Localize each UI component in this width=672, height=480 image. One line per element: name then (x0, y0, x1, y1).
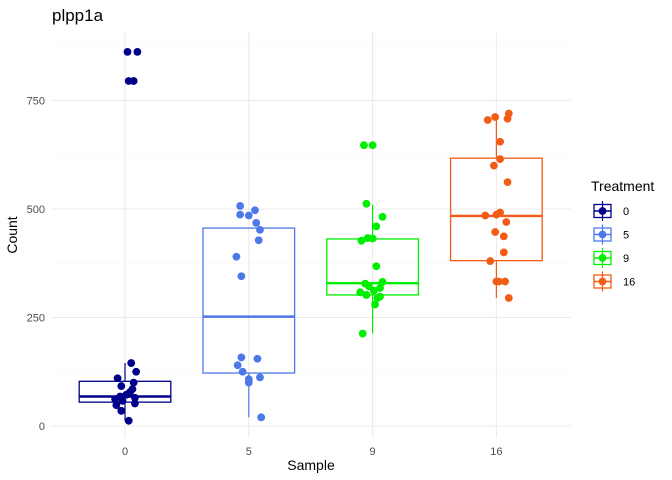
data-point (236, 202, 245, 210)
data-point (362, 199, 371, 208)
data-point (496, 137, 505, 146)
x-tick-label: 0 (122, 446, 128, 458)
data-point (256, 373, 264, 382)
data-point (378, 278, 387, 286)
data-point (358, 329, 367, 338)
legend: Treatment 0 5 9 16 (591, 178, 654, 292)
data-point (113, 374, 122, 383)
legend-item-0: 0 (593, 201, 629, 221)
legend-item-16: 16 (593, 271, 635, 292)
data-point (491, 228, 500, 236)
data-point (127, 359, 136, 367)
data-point (502, 218, 511, 226)
data-point (501, 277, 509, 286)
legend-label: 0 (623, 206, 629, 218)
data-point (129, 77, 138, 85)
y-tick-label: 250 (27, 313, 45, 325)
y-tick-label: 750 (27, 96, 45, 108)
data-point (254, 236, 263, 245)
data-point (252, 218, 261, 227)
data-point (499, 248, 508, 257)
data-point (131, 399, 139, 408)
data-point (372, 222, 381, 231)
data-point (111, 395, 119, 403)
data-point (483, 116, 492, 124)
legend-label: 16 (623, 277, 635, 289)
y-tick-label: 500 (27, 204, 45, 216)
data-point (486, 257, 495, 265)
legend-items: 0 5 9 16 (593, 201, 635, 292)
chart-title: plpp1a (52, 6, 104, 25)
data-point (236, 210, 245, 219)
data-point (132, 367, 141, 376)
box-rect (202, 227, 296, 374)
y-tick-label: 0 (39, 421, 45, 433)
data-point (233, 361, 242, 370)
data-point (238, 367, 247, 376)
y-axis-title: Count (4, 216, 20, 253)
points (111, 47, 513, 425)
legend-key-point (598, 230, 607, 239)
x-tick-label: 5 (246, 446, 252, 458)
data-point (360, 141, 368, 150)
data-point (232, 252, 241, 261)
data-point (237, 353, 246, 362)
x-axis-title: Sample (287, 457, 335, 473)
data-point (373, 294, 382, 302)
legend-key-point (598, 207, 607, 215)
data-point (496, 155, 505, 163)
data-point (503, 178, 512, 186)
legend-key-point (598, 254, 607, 262)
data-point (492, 277, 501, 286)
data-point (499, 232, 508, 241)
data-point (257, 413, 266, 422)
x-tick-label: 16 (490, 446, 502, 458)
data-point (244, 211, 253, 220)
data-point (491, 113, 500, 121)
data-point (371, 300, 379, 309)
data-point (256, 225, 264, 234)
box-9 (326, 204, 420, 334)
data-point (123, 47, 132, 56)
data-point (112, 401, 121, 410)
data-point (372, 262, 381, 271)
grid (52, 32, 571, 438)
data-point (253, 354, 262, 363)
data-point (376, 284, 384, 292)
data-point (118, 396, 127, 405)
legend-label: 9 (623, 253, 629, 265)
legend-label: 5 (623, 230, 629, 242)
legend-title: Treatment (591, 178, 654, 194)
data-point (117, 382, 126, 390)
data-point (129, 378, 138, 387)
legend-item-5: 5 (593, 224, 629, 245)
data-point (251, 206, 259, 215)
data-point (356, 288, 365, 297)
legend-key-point (598, 277, 607, 286)
data-point (122, 390, 131, 399)
data-point (368, 234, 377, 243)
data-point (357, 236, 366, 245)
data-point (131, 393, 139, 402)
data-point (492, 210, 501, 219)
data-point (362, 291, 371, 299)
data-point (133, 47, 142, 56)
data-point (378, 212, 387, 221)
data-point (117, 406, 126, 415)
data-point (369, 286, 378, 295)
data-point (237, 272, 246, 281)
x-axis-ticks: 0 5 9 16 (122, 446, 503, 458)
boxes (78, 114, 543, 421)
data-point (504, 294, 513, 302)
data-point (503, 114, 512, 123)
legend-item-9: 9 (593, 248, 629, 268)
data-point (490, 161, 498, 170)
data-point (368, 141, 377, 150)
x-tick-label: 9 (370, 446, 376, 458)
y-axis-ticks: 0 250 500 750 (27, 96, 45, 434)
data-point (244, 378, 253, 387)
data-point (124, 416, 133, 425)
data-point (481, 211, 490, 220)
